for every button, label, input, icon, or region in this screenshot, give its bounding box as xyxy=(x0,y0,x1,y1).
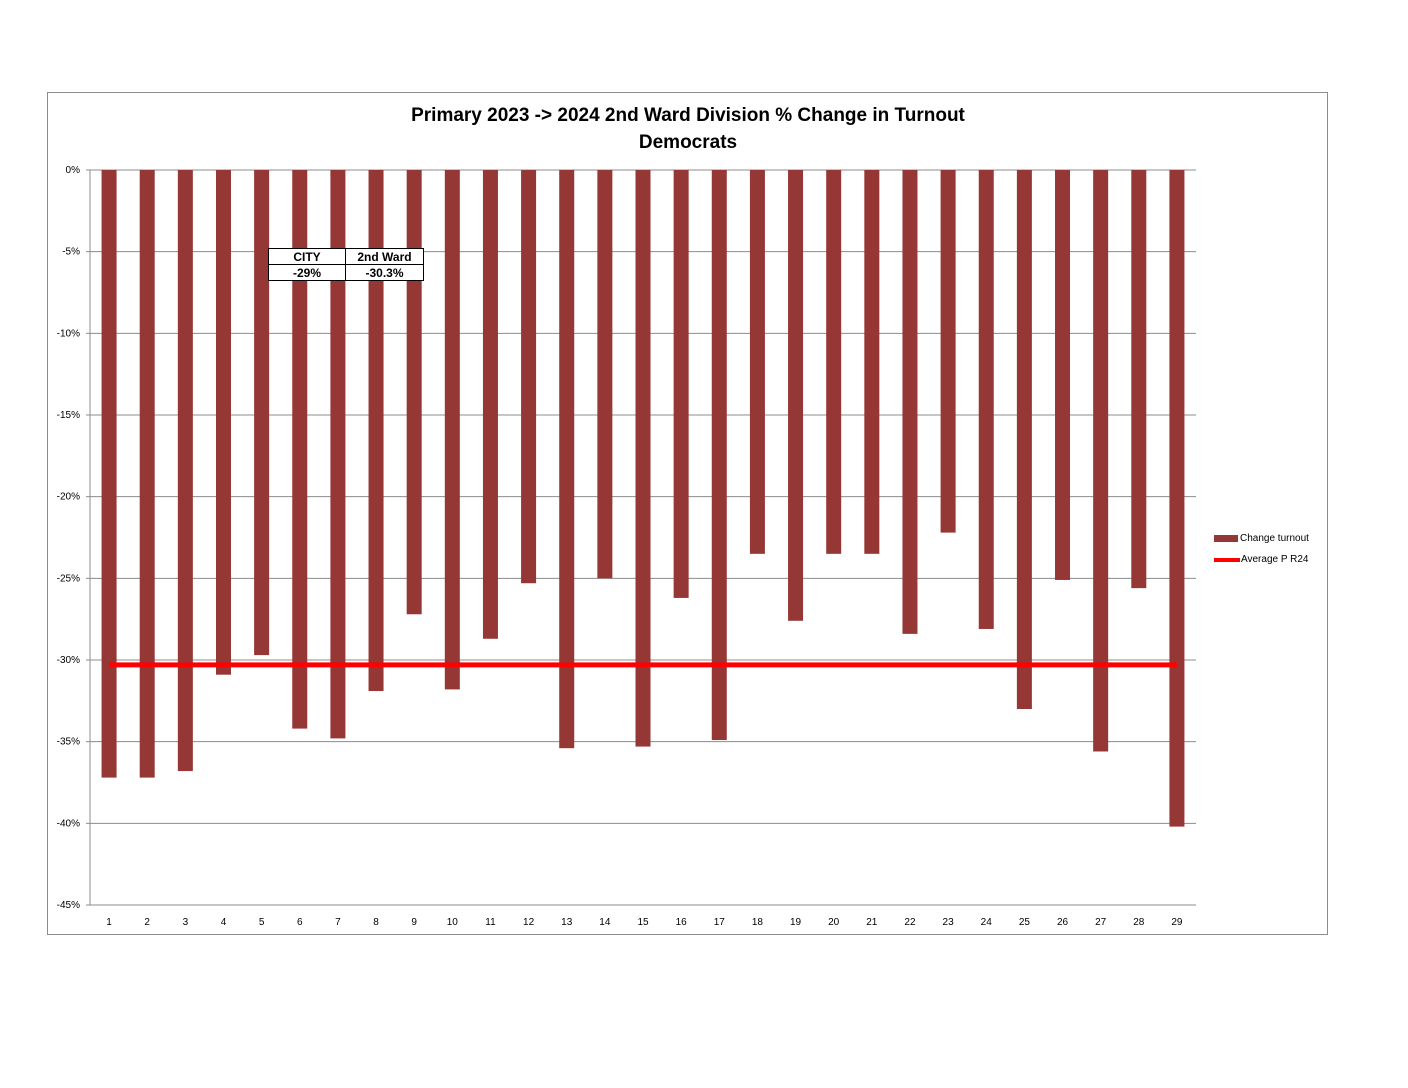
axes xyxy=(86,169,91,906)
bar xyxy=(635,170,651,747)
x-tick-label: 12 xyxy=(523,917,535,928)
bars xyxy=(101,170,1185,827)
legend-bar-swatch xyxy=(1214,535,1238,542)
x-tick-label: 10 xyxy=(447,917,459,928)
x-tick-label: 4 xyxy=(221,917,227,928)
legend: Change turnout Average P R24 xyxy=(1214,528,1309,570)
x-tick-label: 13 xyxy=(561,917,573,928)
bar xyxy=(673,170,689,598)
x-tick-label: 28 xyxy=(1133,917,1145,928)
x-tick-label: 17 xyxy=(714,917,726,928)
y-tick-label: -25% xyxy=(57,573,80,584)
x-tick-label: 6 xyxy=(297,917,303,928)
bar xyxy=(597,170,613,579)
x-tick-labels: 1 2 3 4 5 6 7 8 9 10 11 12 13 14 15 16 17 18 19 20 21 22 23 24 2… xyxy=(106,917,1183,928)
x-tick-label: 1 xyxy=(106,917,112,928)
x-tick-label: 7 xyxy=(335,917,341,928)
chart-title: Primary 2023 -> 2024 2nd Ward Division %… xyxy=(411,105,965,126)
bar xyxy=(826,170,842,554)
city-value: -29% xyxy=(268,264,346,281)
bar xyxy=(1093,170,1109,752)
bar xyxy=(444,170,460,690)
bar xyxy=(101,170,117,778)
y-tick-label: -30% xyxy=(57,655,80,666)
bar xyxy=(521,170,537,584)
bar xyxy=(292,170,308,729)
bar xyxy=(902,170,918,634)
x-tick-label: 16 xyxy=(676,917,688,928)
bar xyxy=(177,170,193,772)
x-tick-label: 8 xyxy=(373,917,379,928)
bar xyxy=(368,170,384,692)
bar xyxy=(330,170,346,739)
legend-label-average: Average P R24 xyxy=(1241,554,1309,565)
ward-header: 2nd Ward xyxy=(345,248,424,265)
bar xyxy=(940,170,956,533)
x-tick-label: 26 xyxy=(1057,917,1069,928)
x-tick-label: 22 xyxy=(904,917,916,928)
x-tick-label: 3 xyxy=(183,917,189,928)
bar xyxy=(406,170,422,615)
bar xyxy=(711,170,727,741)
bar xyxy=(864,170,880,554)
bar xyxy=(978,170,994,629)
x-tick-label: 14 xyxy=(599,917,611,928)
y-tick-label: -15% xyxy=(57,410,80,421)
x-tick-label: 11 xyxy=(485,917,496,928)
bar xyxy=(749,170,765,554)
y-tick-label: -35% xyxy=(57,737,80,748)
x-tick-label: 18 xyxy=(752,917,764,928)
bar xyxy=(1016,170,1032,709)
city-header: CITY xyxy=(268,248,346,265)
legend-item-change-turnout: Change turnout xyxy=(1214,528,1309,549)
bar xyxy=(788,170,804,621)
x-tick-label: 20 xyxy=(828,917,840,928)
bar xyxy=(215,170,231,675)
y-tick-label: -40% xyxy=(57,818,80,829)
y-tick-label: -20% xyxy=(57,492,80,503)
legend-item-average: Average P R24 xyxy=(1214,549,1309,570)
summary-table-value-row: -29% -30.3% xyxy=(268,264,424,281)
x-tick-label: 19 xyxy=(790,917,802,928)
chart-subtitle: Democrats xyxy=(638,132,738,153)
y-tick-label: 0% xyxy=(66,165,81,176)
x-tick-label: 23 xyxy=(943,917,955,928)
x-tick-label: 25 xyxy=(1019,917,1031,928)
x-tick-label: 2 xyxy=(144,917,150,928)
x-tick-label: 24 xyxy=(981,917,993,928)
x-tick-label: 27 xyxy=(1095,917,1107,928)
bar xyxy=(482,170,498,639)
bar xyxy=(254,170,270,656)
y-tick-label: -45% xyxy=(57,900,80,911)
x-tick-label: 5 xyxy=(259,917,265,928)
ward-value: -30.3% xyxy=(345,264,424,281)
y-tick-labels: 0% -5% -10% -15% -20% -25% -30% -35% -40% -45% xyxy=(57,165,80,911)
summary-table: CITY 2nd Ward -29% -30.3% xyxy=(268,248,424,281)
legend-label-change-turnout: Change turnout xyxy=(1240,533,1309,544)
x-tick-label: 21 xyxy=(866,917,878,928)
x-tick-label: 9 xyxy=(411,917,417,928)
y-tick-label: -10% xyxy=(57,328,80,339)
bar xyxy=(1131,170,1147,589)
bar xyxy=(1169,170,1185,827)
x-tick-label: 29 xyxy=(1171,917,1183,928)
bar xyxy=(139,170,155,778)
summary-table-header-row: CITY 2nd Ward xyxy=(268,248,424,265)
y-tick-label: -5% xyxy=(62,247,80,258)
bar xyxy=(559,170,575,749)
bar xyxy=(1055,170,1071,580)
x-tick-label: 15 xyxy=(637,917,649,928)
legend-line-swatch xyxy=(1214,557,1240,562)
